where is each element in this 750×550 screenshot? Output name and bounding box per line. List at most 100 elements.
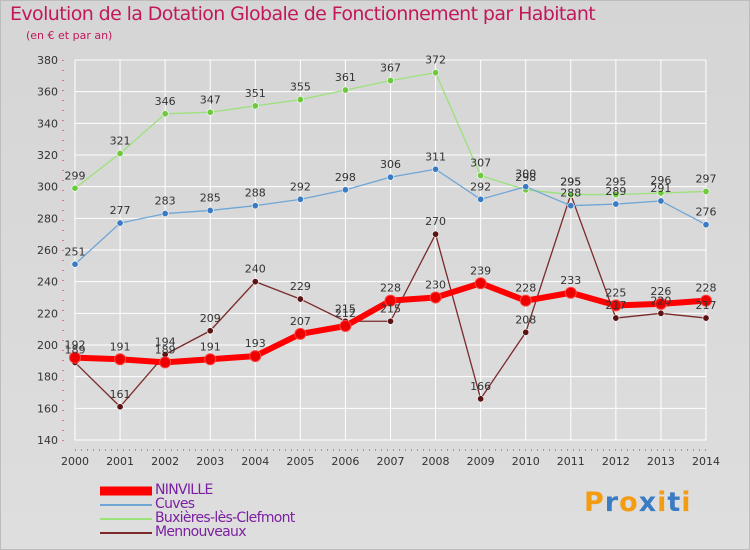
data-label: 239 <box>470 264 491 277</box>
legend-label: Mennouveaux <box>155 524 247 540</box>
data-point <box>657 197 665 205</box>
y-tick-label: 340 <box>37 117 58 130</box>
data-label: 209 <box>200 312 221 325</box>
data-point <box>432 165 440 173</box>
data-label: 288 <box>560 187 581 200</box>
data-label: 291 <box>650 182 671 195</box>
data-label: 217 <box>696 299 717 312</box>
data-point <box>386 173 394 181</box>
data-label: 295 <box>560 176 581 189</box>
data-point <box>657 309 665 317</box>
data-point <box>702 221 710 229</box>
data-label: 372 <box>425 54 446 67</box>
data-point <box>474 277 487 290</box>
data-label: 212 <box>335 307 356 320</box>
x-tick-label: 2008 <box>422 455 450 468</box>
x-tick-label: 2003 <box>196 455 224 468</box>
data-label: 215 <box>380 302 401 315</box>
data-label: 230 <box>425 279 446 292</box>
data-label: 347 <box>200 93 221 106</box>
data-label: 355 <box>290 81 311 94</box>
x-tick-label: 2001 <box>106 455 134 468</box>
data-point <box>432 69 440 77</box>
data-label: 296 <box>650 174 671 187</box>
data-point <box>116 219 124 227</box>
data-label: 292 <box>290 180 311 193</box>
legend-swatch <box>100 486 152 496</box>
data-label: 297 <box>696 172 717 185</box>
x-tick-label: 2007 <box>377 455 405 468</box>
data-label: 276 <box>696 206 717 219</box>
data-label: 361 <box>335 71 356 84</box>
data-point <box>71 260 79 268</box>
data-point <box>251 102 259 110</box>
data-point <box>386 77 394 85</box>
legend-swatch <box>100 518 152 520</box>
chart-subtitle: (en € et par an) <box>26 29 113 42</box>
data-label: 321 <box>110 134 131 147</box>
data-label: 220 <box>650 294 671 307</box>
y-tick-label: 260 <box>37 244 58 257</box>
x-tick-label: 2006 <box>331 455 359 468</box>
axes: 140 160 180 200 220 240 260 280 300 320 340 360 380 2… <box>37 54 720 468</box>
data-label: 193 <box>245 337 266 350</box>
data-point <box>429 291 442 304</box>
data-point <box>71 184 79 192</box>
data-point <box>116 149 124 157</box>
data-point <box>249 350 262 363</box>
data-point <box>384 294 397 307</box>
grid <box>74 59 707 441</box>
data-label: 189 <box>65 343 86 356</box>
data-point <box>161 110 169 118</box>
data-label: 228 <box>380 282 401 295</box>
data-point <box>386 317 394 325</box>
data-label: 298 <box>515 171 536 184</box>
legend-swatch <box>100 504 152 506</box>
y-tick-label: 200 <box>37 339 58 352</box>
logo-letter: i <box>681 487 692 518</box>
data-point <box>339 320 352 332</box>
data-point <box>206 327 214 335</box>
data-label: 166 <box>470 380 491 393</box>
y-tick-label: 380 <box>37 54 58 67</box>
y-tick-label: 240 <box>37 276 58 289</box>
data-label: 307 <box>470 157 491 170</box>
data-point <box>700 294 712 307</box>
logo-letter: t <box>667 487 682 518</box>
x-tick-label: 2009 <box>467 455 495 468</box>
legend-label: Buxières-lès-Clefmont <box>155 510 295 526</box>
x-tick-label: 2000 <box>61 455 89 468</box>
x-tick-label: 2012 <box>602 455 630 468</box>
data-label: 228 <box>696 282 717 295</box>
y-tick-label: 140 <box>37 434 58 447</box>
data-point <box>522 328 530 336</box>
data-label: 285 <box>200 191 221 204</box>
data-point <box>702 187 710 195</box>
logo-letter: i <box>657 487 668 518</box>
data-label: 225 <box>605 286 626 299</box>
data-point <box>612 191 620 199</box>
data-label: 161 <box>110 388 131 401</box>
y-tick-label: 160 <box>37 402 58 415</box>
data-label: 194 <box>155 336 176 349</box>
data-label: 191 <box>200 340 221 353</box>
x-tick-label: 2005 <box>286 455 314 468</box>
data-point <box>567 191 575 199</box>
data-label: 270 <box>425 215 446 228</box>
x-tick-label: 2014 <box>692 455 720 468</box>
data-label: 229 <box>290 280 311 293</box>
data-point <box>432 230 440 238</box>
data-point <box>296 96 304 104</box>
data-label: 226 <box>650 285 671 298</box>
logo-letter: x <box>638 487 658 518</box>
logo-letter: o <box>619 487 639 518</box>
logo-letter: P <box>584 487 605 518</box>
data-label: 191 <box>110 340 131 353</box>
x-tick-label: 2004 <box>241 455 269 468</box>
data-point <box>477 395 485 403</box>
data-label: 288 <box>245 187 266 200</box>
data-point <box>654 297 667 310</box>
data-point <box>296 295 304 303</box>
